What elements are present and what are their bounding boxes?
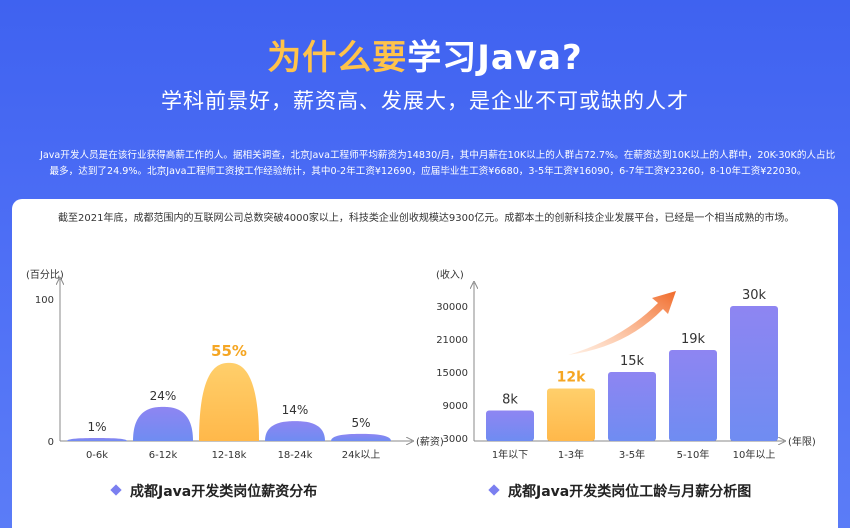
- diamond-icon: [110, 484, 122, 496]
- charts-canvas: (百分比) (薪资) 100 0 1% 0-6k 24% 6-12k 55% 12-18k 14% 1…: [26, 268, 816, 461]
- chart2-caption: 成都Java开发类岗位工龄与月薪分析图: [488, 481, 752, 501]
- experience-category-label: 1-3年: [558, 448, 584, 461]
- experience-data-label: 19k: [681, 332, 706, 347]
- salary-data-label: 55%: [211, 342, 247, 360]
- chart1-title: 成都Java开发类岗位薪资分布: [130, 484, 318, 500]
- trend-arrow-icon: [568, 291, 676, 355]
- experience-category-label: 1年以下: [492, 448, 528, 461]
- salary-data-label: 24%: [150, 389, 177, 403]
- title-rest: 学习Java?: [407, 38, 583, 78]
- page-subtitle: 学科前景好，薪资高、发展大，是企业不可或缺的人才: [161, 89, 689, 113]
- salary-category-label: 12-18k: [212, 450, 247, 461]
- salary-data-label: 5%: [351, 416, 370, 430]
- salary-data-label: 14%: [282, 403, 309, 417]
- experience-data-label: 30k: [742, 288, 767, 303]
- salary-bar: [331, 433, 391, 441]
- experience-salary-chart: (收入) (年限) 30000 21000 15000 9000 3000 8k 1年以下 12k…: [436, 268, 816, 461]
- salary-category-label: 6-12k: [149, 450, 178, 461]
- salary-bar: [265, 421, 325, 441]
- y-tick-label: 30000: [436, 302, 468, 313]
- experience-category-label: 3-5年: [619, 448, 645, 461]
- experience-data-label: 15k: [620, 354, 645, 369]
- content-card: 截至2021年底，成都范围内的互联网公司总数突破4000家以上，科技类企业创收规…: [12, 199, 838, 528]
- y-tick-label: 15000: [436, 368, 468, 379]
- y-axis-label: (收入): [436, 268, 464, 281]
- salary-bar: [199, 362, 259, 441]
- card-paragraph: 截至2021年底，成都范围内的互联网公司总数突破4000家以上，科技类企业创收规…: [58, 213, 795, 224]
- page-title: 为什么要学习Java?: [0, 30, 850, 79]
- experience-bar: [730, 306, 778, 441]
- salary-distribution-chart: (百分比) (薪资) 100 0 1% 0-6k 24% 6-12k 55% 12-18k 14% 1…: [26, 269, 444, 461]
- y-tick-label: 100: [35, 295, 54, 306]
- y-tick-label: 21000: [436, 335, 468, 346]
- salary-category-label: 0-6k: [86, 450, 108, 461]
- salary-category-label: 24k以上: [342, 449, 381, 461]
- x-axis-label: (年限): [788, 435, 816, 448]
- experience-data-label: 12k: [557, 370, 586, 386]
- experience-bar: [669, 350, 717, 441]
- experience-bar: [547, 388, 595, 441]
- experience-category-label: 10年以上: [733, 448, 776, 461]
- salary-bar: [67, 438, 127, 441]
- title-highlight: 为什么要: [267, 38, 408, 78]
- experience-data-label: 8k: [502, 393, 518, 408]
- salary-data-label: 1%: [87, 420, 106, 434]
- experience-bar: [608, 372, 656, 441]
- salary-bar: [133, 406, 193, 441]
- y-tick-label: 3000: [443, 434, 468, 445]
- experience-category-label: 5-10年: [677, 448, 710, 461]
- salary-category-label: 18-24k: [278, 450, 313, 461]
- diamond-icon: [488, 484, 500, 496]
- chart1-caption: 成都Java开发类岗位薪资分布: [110, 481, 318, 501]
- hero-banner: 为什么要学习Java? 学科前景好，薪资高、发展大，是企业不可或缺的人才 Jav…: [0, 0, 850, 200]
- y-tick-label: 0: [48, 437, 54, 448]
- experience-bar: [486, 410, 534, 441]
- x-axis-label: (薪资): [416, 436, 444, 448]
- chart2-title: 成都Java开发类岗位工龄与月薪分析图: [508, 484, 752, 500]
- intro-paragraph: Java开发人员是在该行业获得高薪工作的人。据相关调查，北京Java工程师平均薪…: [39, 150, 836, 177]
- y-tick-label: 9000: [443, 401, 468, 412]
- y-axis-label: (百分比): [26, 269, 64, 281]
